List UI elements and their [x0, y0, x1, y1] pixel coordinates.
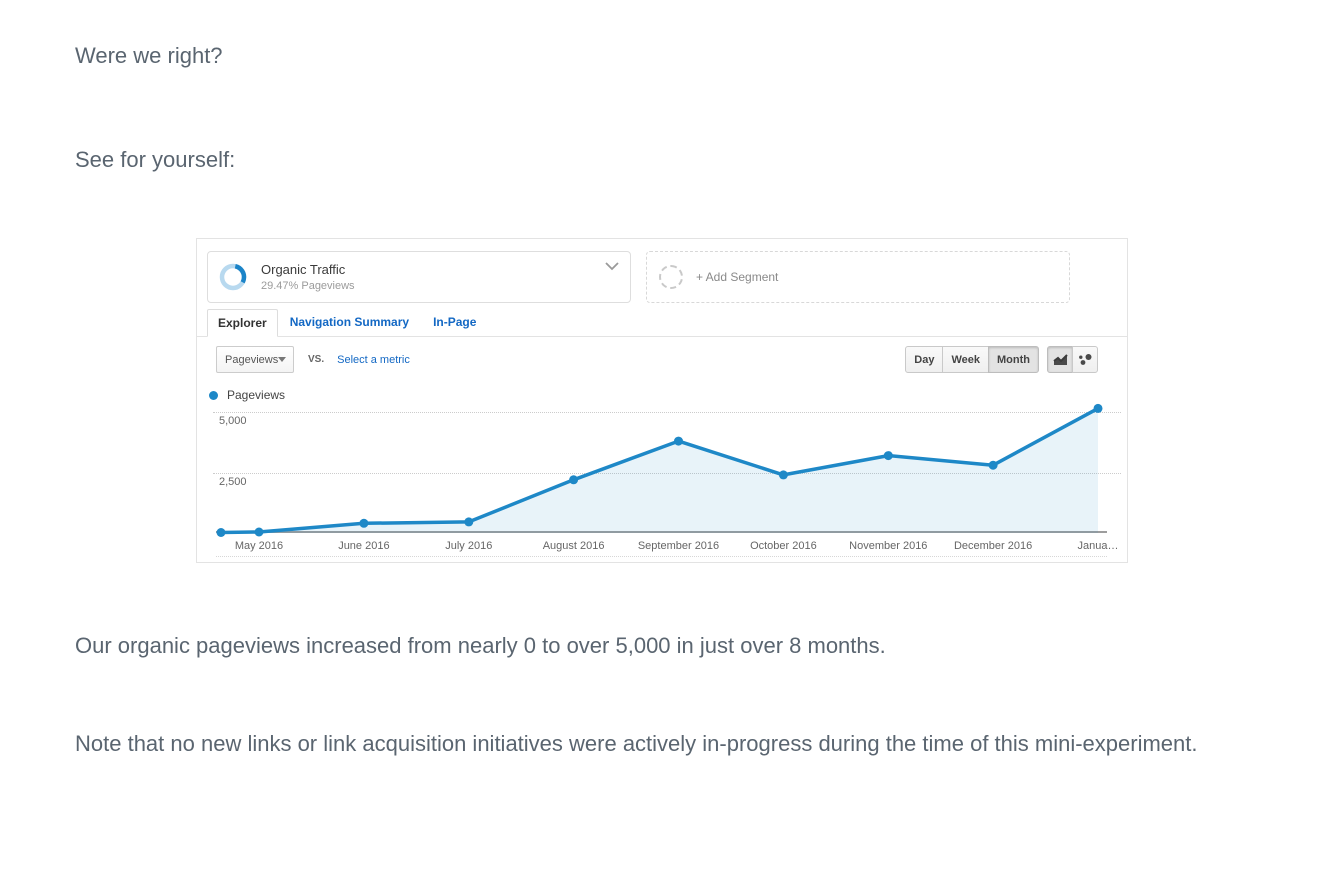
paragraph-note: Note that no new links or link acquisiti… [75, 731, 1198, 756]
legend-dot-icon [209, 390, 218, 400]
data-point-September 2016[interactable] [674, 436, 683, 446]
tab-explorer[interactable]: Explorer [207, 309, 278, 337]
y-axis-tick-label: 5,000 [219, 415, 247, 427]
data-point-July 2016[interactable] [464, 517, 474, 527]
select-a-metric-link[interactable]: Select a metric [337, 353, 410, 366]
granularity-button-group: Day Week Month [905, 346, 1039, 373]
segment-name: Organic Traffic [261, 262, 346, 277]
granularity-month-button[interactable]: Month [988, 346, 1039, 373]
paragraph-see-for-yourself: See for yourself: [75, 147, 236, 172]
article-page: Were we right? See for yourself: Organic… [75, 43, 1198, 756]
x-axis-label: September 2016 [637, 540, 720, 552]
granularity-week-button[interactable]: Week [942, 346, 990, 373]
x-axis-label: November 2016 [849, 540, 928, 552]
pageviews-line-chart-canvas[interactable] [216, 403, 1106, 537]
tab-in-page[interactable]: In-Page [433, 315, 477, 329]
data-point-November 2016[interactable] [883, 451, 893, 461]
add-segment-label: + Add Segment [696, 270, 779, 284]
paragraph-were-we-right: Were we right? [75, 43, 223, 68]
paragraph-results: Our organic pageviews increased from nea… [75, 633, 886, 658]
legend-label: Pageviews [227, 388, 286, 402]
analytics-report-panel: Organic Traffic 29.47% Pageviews + Add S… [196, 238, 1128, 563]
segment-donut-icon [219, 263, 247, 291]
x-axis-label: June 2016 [338, 540, 390, 552]
gridline-5,000 [213, 412, 1121, 413]
segment-detail: 29.47% Pageviews [261, 280, 355, 292]
dropdown-caret-icon [278, 357, 287, 362]
x-axis-baseline [216, 531, 1107, 533]
line-chart-icon [1052, 354, 1068, 365]
data-point-May 2016[interactable] [254, 527, 264, 537]
add-segment-circle-icon [659, 265, 683, 289]
x-axis-label: August 2016 [542, 540, 605, 552]
data-point-December 2016[interactable] [988, 460, 998, 470]
tab-navigation-summary[interactable]: Navigation Summary [289, 315, 410, 329]
line-chart-view-button[interactable] [1047, 346, 1073, 373]
data-point-October 2016[interactable] [778, 470, 788, 480]
x-axis-label: October 2016 [750, 540, 817, 552]
axis-bottom-dotted-rule [216, 556, 1107, 557]
chart-toolbar: Pageviews VS. Select a metric Day Week M… [207, 346, 1117, 373]
pageviews-chart: 5,000 2,500 May 2016 June 2016 July 2016 Augu… [197, 403, 1127, 562]
add-segment-button[interactable]: + Add Segment [646, 251, 1070, 303]
segment-card-organic-traffic[interactable]: Organic Traffic 29.47% Pageviews [207, 251, 631, 303]
motion-chart-icon [1078, 354, 1091, 365]
chart-legend: Pageviews [209, 388, 285, 402]
x-axis-label: December 2016 [953, 540, 1033, 552]
chart-view-controls: Day Week Month [905, 346, 1098, 373]
metric-dropdown[interactable]: Pageviews [216, 346, 294, 373]
metric-dropdown-value: Pageviews [225, 353, 279, 366]
granularity-day-button[interactable]: Day [905, 346, 944, 373]
motion-chart-view-button[interactable] [1072, 346, 1098, 373]
x-axis-label: May 2016 [234, 540, 284, 552]
segment-text: Organic Traffic 29.47% Pageviews [261, 262, 355, 292]
data-point-June 2016[interactable] [359, 518, 369, 528]
x-axis-label: July 2016 [445, 540, 493, 552]
data-point-August 2016[interactable] [569, 475, 579, 485]
chevron-down-icon[interactable] [604, 261, 620, 271]
gridline-2,500 [213, 472, 1121, 474]
data-point-start[interactable] [216, 528, 226, 537]
x-axis-label: Janua… [1077, 540, 1119, 552]
y-axis-tick-label: 2,500 [219, 475, 247, 488]
vs-label: VS. [308, 354, 325, 365]
data-point-Janua…[interactable] [1093, 403, 1103, 413]
chart-type-button-group [1047, 346, 1098, 373]
report-tabbar: Explorer Navigation Summary In-Page [197, 309, 1127, 337]
